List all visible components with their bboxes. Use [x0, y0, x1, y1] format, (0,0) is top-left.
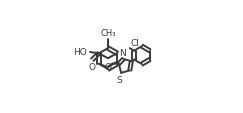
- Text: CH₃: CH₃: [100, 29, 116, 38]
- Text: N: N: [119, 48, 126, 57]
- Text: Cl: Cl: [130, 39, 139, 48]
- Text: S: S: [116, 75, 122, 84]
- Text: HO: HO: [73, 48, 87, 57]
- Text: O: O: [88, 62, 95, 71]
- Text: O: O: [104, 62, 111, 71]
